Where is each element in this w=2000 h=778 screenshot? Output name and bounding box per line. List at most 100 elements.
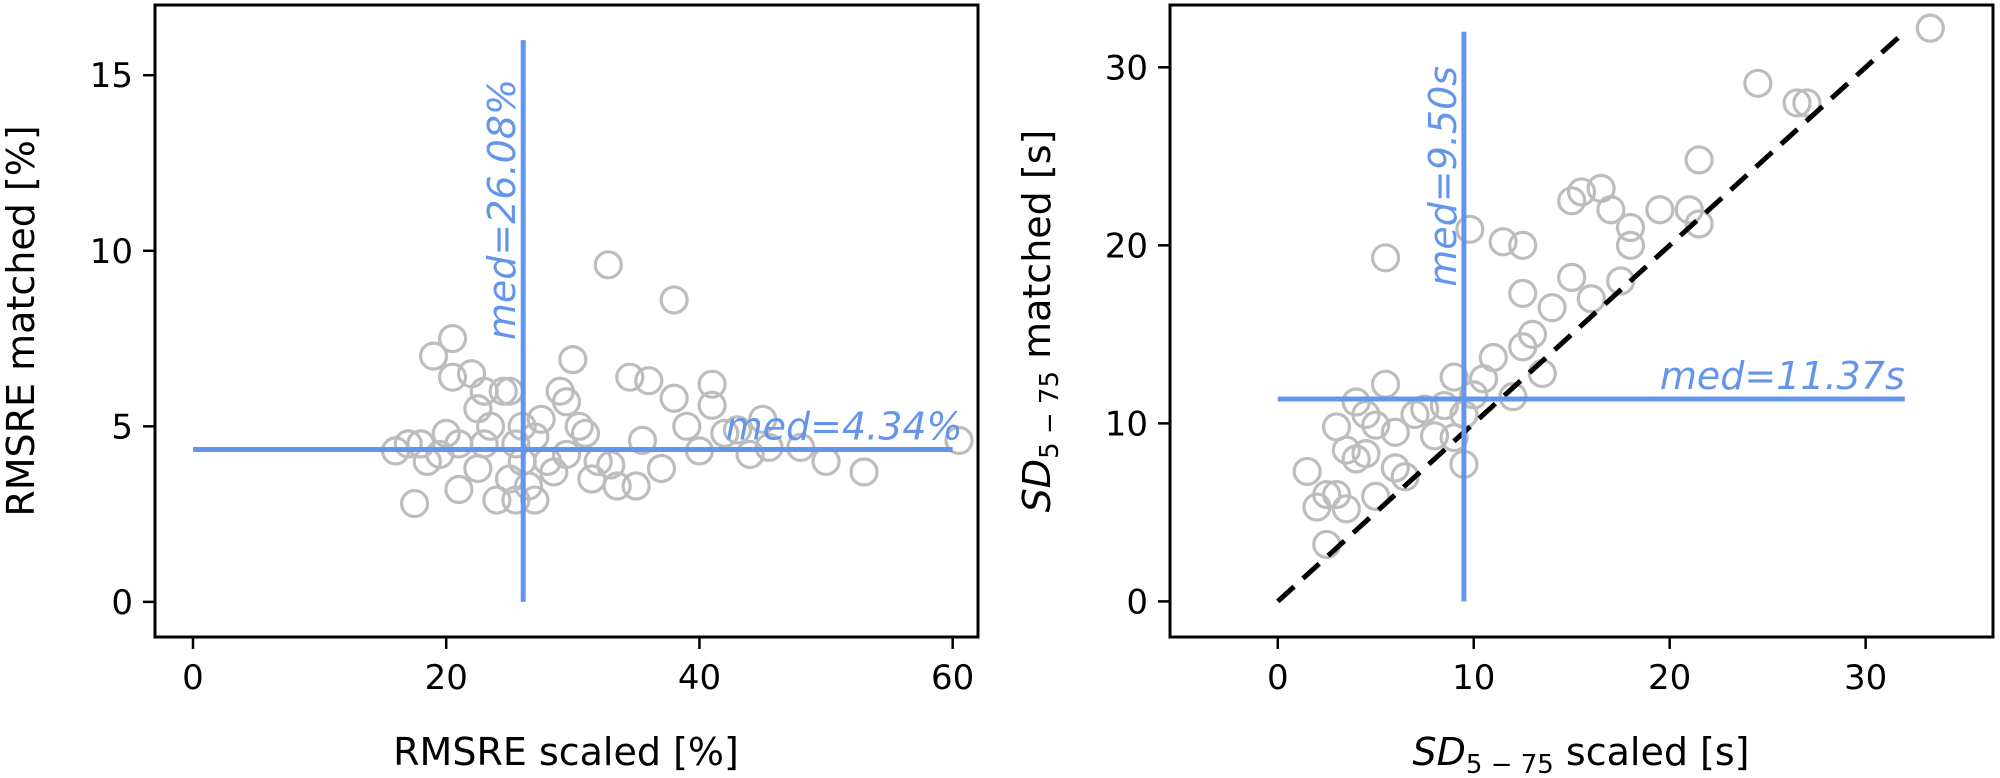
scatter-points [380, 250, 974, 519]
data-point [469, 429, 499, 459]
scatter-points [1292, 13, 1945, 560]
data-point [1615, 230, 1646, 260]
data-point [1615, 212, 1646, 243]
x-axis-label: SD5 − 75 scaled [s] [1413, 730, 1750, 778]
y-tick-label: 5 [111, 407, 133, 447]
x-axis-ticks: 0 10 20 30 [1267, 637, 1887, 698]
data-point [849, 457, 879, 487]
data-point [697, 390, 727, 420]
data-point [564, 411, 594, 441]
data-point [672, 411, 702, 441]
data-point [1331, 435, 1361, 465]
panel-rmsre: 0 20 40 60 0 5 10 15 med=26.08% med=4.34% RMSR… [0, 3, 980, 774]
y-tick-label: 0 [1126, 582, 1148, 622]
data-point [488, 376, 518, 406]
data-point [1488, 227, 1518, 257]
y-axis-label-subscript: 5 − 75 [1035, 371, 1065, 459]
data-point [710, 418, 740, 448]
data-point [1459, 380, 1489, 410]
data-point [1478, 342, 1508, 373]
data-point [1361, 481, 1391, 511]
data-point [444, 474, 474, 505]
data-point [1645, 195, 1675, 225]
x-tick-label: 20 [1648, 658, 1691, 698]
data-point [418, 341, 449, 371]
x-axis-label-subscript: 5 − 75 [1466, 750, 1554, 778]
data-point [494, 376, 525, 406]
data-point [1429, 390, 1459, 421]
data-point [621, 471, 651, 501]
x-tick-label: 20 [425, 658, 468, 698]
data-point [551, 387, 582, 417]
data-point [615, 362, 645, 392]
data-point [501, 429, 531, 459]
data-point [1455, 214, 1485, 244]
data-point [646, 453, 677, 484]
data-point [1782, 88, 1812, 118]
data-point [1370, 243, 1401, 273]
y-axis-label-rest: matched [s] [1015, 130, 1059, 371]
data-point [1508, 230, 1538, 260]
y-tick-label: 20 [1105, 226, 1148, 266]
data-point [735, 439, 765, 470]
median-y-label: med=4.34% [726, 405, 963, 449]
data-point [1557, 262, 1587, 292]
y-tick-label: 10 [90, 232, 133, 272]
data-point [1419, 421, 1450, 451]
data-point [437, 362, 468, 392]
data-point [1370, 369, 1401, 399]
data-point [593, 250, 623, 280]
x-tick-label: 40 [678, 658, 721, 698]
median-x-label: med=26.08% [480, 79, 524, 340]
data-point [1684, 145, 1714, 175]
data-point [577, 464, 607, 494]
y-axis-label: RMSRE matched [%] [0, 125, 43, 516]
y-tick-label: 15 [90, 56, 133, 96]
median-x-label: med=9.50s [1421, 66, 1465, 287]
data-point [475, 411, 506, 441]
data-point [944, 425, 974, 455]
data-point [393, 429, 423, 459]
data-point [551, 439, 582, 470]
data-point [1566, 177, 1597, 207]
y-tick-label: 30 [1105, 48, 1148, 88]
y-axis-ticks: 0 5 10 15 [90, 56, 155, 623]
data-point [463, 453, 493, 484]
data-point [526, 404, 556, 434]
data-point [659, 383, 689, 413]
data-point [1743, 68, 1773, 98]
identity-line-segment [1276, 29, 1907, 604]
data-point [570, 418, 601, 448]
x-tick-label: 0 [1267, 658, 1289, 698]
x-axis-ticks: 0 20 40 60 [182, 637, 974, 698]
data-point [513, 471, 544, 501]
data-point [1410, 394, 1440, 424]
data-point [399, 488, 430, 519]
data-point [1684, 209, 1714, 239]
x-tick-label: 60 [931, 658, 974, 698]
data-point [1508, 278, 1538, 309]
data-point [456, 359, 487, 389]
x-tick-label: 30 [1844, 658, 1887, 698]
y-tick-label: 0 [111, 583, 133, 623]
median-lines [1277, 31, 1905, 602]
x-axis-label: RMSRE scaled [%] [393, 730, 739, 774]
data-point [659, 285, 689, 315]
plot-area-frame [1168, 3, 1995, 639]
data-point [1439, 362, 1469, 392]
x-axis-label-rest: scaled [s] [1554, 730, 1750, 774]
data-point [697, 369, 727, 399]
data-point [482, 485, 512, 515]
plot-area-frame [153, 3, 980, 639]
data-point [1517, 319, 1548, 349]
y-axis-label: SD5 − 75 matched [s] [1015, 130, 1065, 513]
data-point [1380, 417, 1410, 447]
data-point [1380, 453, 1410, 483]
data-point [1557, 186, 1587, 216]
median-lines [192, 40, 953, 602]
data-point [748, 404, 778, 434]
x-tick-label: 0 [182, 658, 204, 698]
x-axis-label-base: SD [1413, 730, 1466, 774]
